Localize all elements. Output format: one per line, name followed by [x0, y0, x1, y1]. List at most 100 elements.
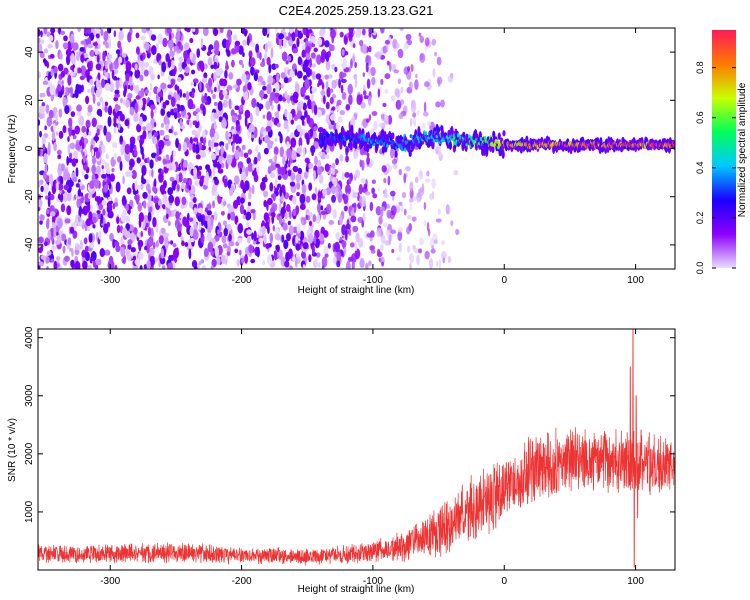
spectrogram-noise-cell [158, 60, 162, 66]
spectrogram-noise-cell [207, 241, 214, 253]
spectrogram-noise-cell [309, 57, 312, 68]
spectrogram-noise-cell [117, 156, 122, 163]
spectrogram-noise-cell [77, 215, 81, 223]
spectrogram-noise-cell [104, 72, 109, 78]
spectrogram-noise-cell [62, 191, 69, 203]
spectrogram-noise-cell [119, 28, 123, 31]
spectrogram-noise-cell [254, 145, 259, 153]
spectrogram-noise-cell [56, 234, 62, 243]
spectrogram-noise-cell [236, 258, 240, 267]
spectrogram-noise-cell [74, 158, 79, 164]
spectrogram-noise-cell [317, 262, 321, 268]
spectrogram-noise-cell [433, 239, 438, 245]
colorbar-tick: 0.4 [695, 162, 736, 174]
spectrogram-noise-cell [432, 68, 436, 78]
spectrogram-noise-cell [80, 54, 85, 63]
spectrogram-noise-cell [297, 167, 303, 175]
spectrogram-noise-cell [57, 168, 62, 178]
spectrogram-noise-cell [38, 146, 41, 157]
spectrogram-noise-cell [341, 91, 347, 101]
spectrogram-noise-cell [43, 48, 49, 54]
spectrogram-noise-cell [38, 206, 41, 212]
spectrogram-noise-cell [387, 114, 393, 125]
spectrogram-noise-cell [324, 40, 330, 48]
spectrogram-noise-cell [262, 85, 267, 91]
spectrogram-noise-cell [118, 56, 123, 64]
spectrogram-noise-cell [40, 185, 44, 193]
spectrogram-noise-cell [345, 223, 351, 230]
spectrogram-noise-cell [345, 155, 349, 163]
spectrogram-noise-cell [67, 87, 73, 94]
spectrogram-x-tick-label: -200 [232, 275, 252, 286]
spectrogram-noise-cell [130, 247, 136, 253]
spectrogram-noise-cell [356, 94, 363, 106]
spectrogram-noise-cell [147, 211, 152, 222]
spectrogram-noise-cell [189, 37, 194, 44]
spectrogram-noise-cell [343, 194, 349, 205]
spectrogram-noise-cell [60, 203, 66, 213]
spectrogram-noise-cell [206, 232, 213, 242]
spectrogram-noise-cell [102, 50, 106, 62]
spectrogram-noise-cell [317, 159, 322, 170]
spectrogram-noise-cell [330, 28, 336, 39]
spectrogram-noise-cell [94, 178, 100, 189]
spectrogram-noise-cell [121, 195, 127, 207]
spectrogram-noise-cell [201, 77, 208, 83]
spectrogram-noise-cell [423, 219, 427, 227]
spectrogram-noise-cell [95, 132, 98, 143]
spectrogram-noise-cell [44, 241, 48, 247]
spectrogram-noise-cell [365, 118, 370, 123]
spectrogram-noise-cell [424, 178, 431, 183]
spectrogram-noise-cell [57, 183, 64, 191]
spectrogram-noise-cell [125, 72, 130, 82]
spectrogram-noise-cell [58, 130, 64, 139]
spectrogram-noise-cell [450, 220, 454, 227]
spectrogram-noise-cell [447, 256, 452, 264]
spectrogram-noise-cell [211, 153, 217, 161]
spectrogram-noise-cell [322, 94, 326, 105]
spectrogram-noise-cell [191, 129, 198, 136]
spectrogram-noise-cell [314, 155, 318, 166]
spectrogram-noise-cell [243, 90, 249, 102]
spectrogram-noise-cell [217, 84, 221, 92]
spectrogram-noise-cell [311, 104, 315, 114]
spectrogram-noise-cell [302, 263, 306, 269]
spectrogram-signal-cell [497, 132, 501, 140]
spectrogram-noise-cell [77, 67, 83, 74]
spectrogram-noise-cell [284, 91, 288, 99]
spectrogram-noise-cell [67, 74, 72, 86]
spectrogram-noise-cell [326, 203, 332, 215]
spectrogram-noise-cell [291, 93, 298, 102]
spectrogram-noise-cell [39, 92, 44, 98]
spectrogram-noise-cell [57, 192, 64, 201]
spectrogram-noise-cell [225, 60, 229, 72]
spectrogram-noise-cell [146, 157, 150, 164]
spectrogram-noise-cell [60, 163, 65, 172]
spectrogram-noise-cell [289, 181, 296, 187]
spectrogram-noise-cell [315, 73, 322, 80]
spectrogram-noise-cell [104, 105, 108, 113]
spectrogram-noise-cell [101, 78, 106, 89]
spectrogram-noise-cell [96, 128, 100, 136]
spectrogram-noise-cell [92, 224, 96, 229]
spectrogram-noise-cell [128, 158, 135, 168]
spectrogram-noise-cell [44, 125, 47, 131]
spectrogram-noise-cell [298, 137, 303, 148]
spectrogram-noise-cell [341, 48, 345, 56]
spectrogram-noise-cell [109, 61, 113, 72]
spectrogram-noise-cell [118, 30, 124, 41]
spectrogram-noise-cell [167, 94, 172, 100]
spectrogram-noise-cell [313, 126, 317, 131]
spectrogram-signal-cell [424, 131, 428, 135]
spectrogram-noise-cell [50, 258, 55, 263]
spectrogram-noise-cell [113, 121, 118, 128]
spectrogram-noise-cell [330, 185, 337, 194]
spectrogram-noise-cell [300, 100, 304, 109]
spectrogram-noise-cell [348, 94, 353, 106]
spectrogram-noise-cell [412, 112, 417, 118]
spectrogram-noise-cell [55, 40, 59, 50]
spectrogram-noise-cell [48, 109, 54, 119]
spectrogram-noise-cell [81, 170, 85, 177]
spectrogram-noise-cell [49, 84, 56, 96]
spectrogram-noise-cell [51, 244, 56, 252]
